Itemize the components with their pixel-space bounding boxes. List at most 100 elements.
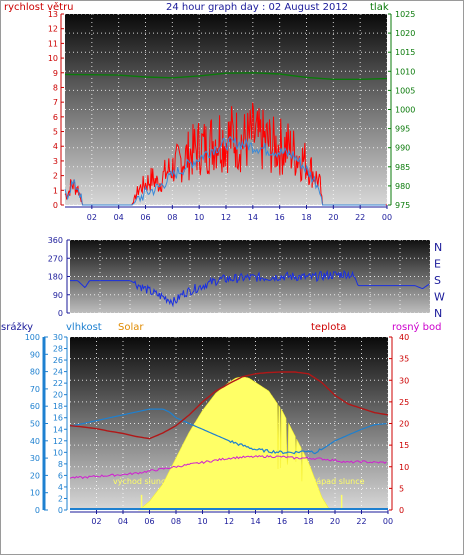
- p3-time-tick-label: 08: [171, 517, 181, 526]
- p1-time-tick-label: 12: [221, 213, 231, 222]
- rain-axis-title: srážky: [1, 321, 33, 333]
- humidity-axis-tick-label: 10: [53, 448, 63, 457]
- panel-1-time-axis: 02 04 06 08 10 12 14 16 18 20 22 00: [65, 205, 392, 222]
- humidity-axis-tick-label: 26: [53, 356, 63, 365]
- wind-axis-tick-label: 8: [53, 83, 58, 92]
- compass-label: E: [434, 258, 441, 271]
- p1-time-tick-label: 14: [248, 213, 258, 222]
- humidity-axis-tick-label: 20: [53, 391, 63, 400]
- humidity-axis-tick-label: 2: [58, 494, 63, 503]
- p1-time-tick-label: 10: [194, 213, 204, 222]
- humidity-axis-tick-label: 0: [58, 506, 63, 515]
- pressure-axis-tick-label: 1005: [395, 86, 415, 95]
- humidity-line: [69, 408, 387, 455]
- direction-axis-tick-label: 90: [53, 291, 63, 300]
- p1-time-tick-label: 16: [275, 213, 285, 222]
- wind-axis-tick-label: 9: [53, 69, 58, 78]
- p1-time-tick-label: 02: [87, 213, 97, 222]
- rain-humidity-axes: 0102030405060708090100024681012141618202…: [25, 333, 68, 515]
- p3-time-tick-label: 10: [197, 517, 207, 526]
- temperature-axis-title: teplota: [311, 322, 346, 333]
- humidity-axis-tick-label: 4: [58, 483, 63, 492]
- chart-title: 24 hour graph day : 02 August 2012: [166, 2, 348, 13]
- dewpoint-line: [69, 454, 387, 480]
- temperature-line: [69, 371, 389, 440]
- wind-axis-tick-label: 7: [53, 98, 58, 107]
- wind-axis-tick-label: 4: [53, 142, 58, 151]
- temp-humidity-panel: východ slunce západ slunce 0102030405060…: [25, 333, 409, 526]
- rain-axis-tick-label: 80: [30, 368, 40, 377]
- pressure-axis-tick-label: 1025: [395, 10, 415, 19]
- p1-time-tick-label: 06: [140, 213, 150, 222]
- pressure-axis-tick-label: 1015: [395, 48, 415, 57]
- humidity-axis-tick-label: 14: [53, 425, 63, 434]
- pressure-axis-tick-label: 995: [395, 125, 410, 134]
- sunset-label: západ slunce: [312, 477, 365, 486]
- panel-3-series: [69, 371, 389, 511]
- humidity-axis-tick-label: 16: [53, 414, 63, 423]
- direction-axis-tick-label: 0: [58, 309, 63, 318]
- direction-axis-tick-label: 180: [48, 273, 63, 282]
- pressure-axis-tick-label: 975: [395, 201, 410, 210]
- pressure-line: [64, 72, 388, 81]
- humidity-axis-title: vlhkost: [66, 322, 102, 333]
- p3-time-tick-label: 16: [277, 517, 287, 526]
- panel-2-series: [70, 269, 430, 308]
- temperature-axis-tick-label: 35: [399, 355, 409, 364]
- p1-time-tick-label: 00: [382, 213, 392, 222]
- p3-time-tick-label: 18: [303, 517, 313, 526]
- pressure-axis-title: tlak: [370, 2, 389, 13]
- p1-time-tick-label: 20: [328, 213, 338, 222]
- wind-axis-tick-label: 13: [48, 10, 58, 19]
- p3-time-tick-label: 14: [250, 517, 260, 526]
- compass-label: W: [434, 291, 445, 304]
- sunrise-label: východ slunce: [113, 477, 170, 486]
- pressure-axis: 975 980 985 990 995 1000 1005 1010 1015 1020 1025: [388, 10, 415, 210]
- dewpoint-axis-title: rosný bod: [392, 321, 441, 333]
- humidity-axis-tick-label: 18: [53, 402, 63, 411]
- humidity-axis-tick-label: 8: [58, 460, 63, 469]
- humidity-axis-tick-label: 22: [53, 379, 63, 388]
- wind-axis-tick-label: 5: [53, 128, 58, 137]
- compass-label: N: [434, 241, 442, 254]
- rain-axis-tick-label: 40: [30, 437, 40, 446]
- p3-time-tick-label: 02: [91, 517, 101, 526]
- p1-time-tick-label: 08: [167, 213, 177, 222]
- wind-axis-tick-label: 3: [53, 157, 58, 166]
- humidity-axis-tick-label: 24: [53, 368, 63, 377]
- temperature-axis-tick-label: 30: [399, 376, 409, 385]
- wind-axis-tick-label: 10: [48, 54, 58, 63]
- rain-axis-tick-label: 10: [30, 489, 40, 498]
- rain-axis-tick-label: 50: [30, 420, 40, 429]
- pressure-axis-tick-label: 985: [395, 163, 410, 172]
- panel-3-time-axis: 02 04 06 08 10 12 14 16 18 20 22 00: [70, 510, 393, 526]
- rain-axis-tick-label: 30: [30, 454, 40, 463]
- p3-time-tick-label: 22: [356, 517, 366, 526]
- rain-axis-tick-label: 100: [25, 333, 40, 342]
- wind-axis-title: rychlost větru: [4, 1, 74, 13]
- temperature-axis-tick-label: 20: [399, 420, 409, 429]
- rain-axis-tick-label: 70: [30, 385, 40, 394]
- humidity-axis-tick-label: 28: [53, 345, 63, 354]
- pressure-axis-tick-label: 980: [395, 182, 410, 191]
- direction-axis-tick-label: 360: [48, 236, 63, 245]
- wind-direction-line: [70, 269, 430, 308]
- temperature-axis-tick-label: 0: [399, 506, 404, 515]
- solar-axis-title: Solar: [118, 322, 144, 333]
- panel-1-grid: [65, 13, 388, 206]
- p3-time-tick-label: 06: [144, 517, 154, 526]
- wind-axis-tick-label: 11: [48, 39, 58, 48]
- compass-label: S: [434, 274, 441, 287]
- p3-time-tick-label: 12: [224, 517, 234, 526]
- rain-axis-tick-label: 20: [30, 471, 40, 480]
- pressure-axis-tick-label: 1020: [395, 29, 415, 38]
- p3-time-tick-label: 20: [330, 517, 340, 526]
- rain-axis-tick-label: 90: [30, 350, 40, 359]
- wind-axis-tick-label: 6: [53, 113, 58, 122]
- rain-axis-tick-label: 0: [35, 506, 40, 515]
- pressure-axis-tick-label: 1000: [395, 106, 415, 115]
